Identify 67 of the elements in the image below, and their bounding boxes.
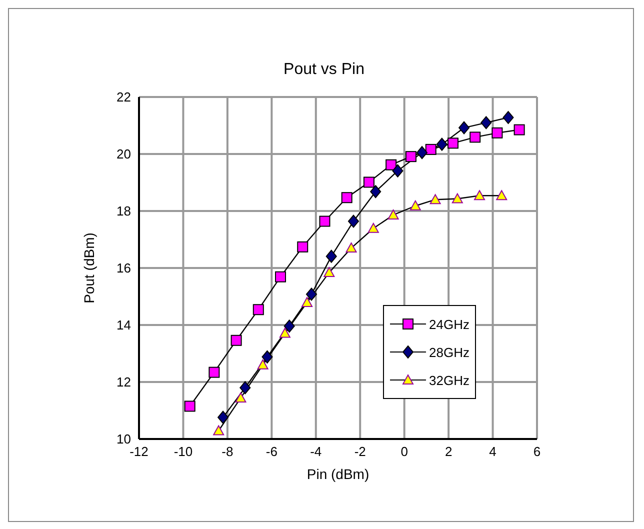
point (492, 127, 503, 138)
x-tick-label: -6 (266, 444, 278, 460)
point (284, 320, 295, 333)
y-axis-title: Pout (dBm) (80, 232, 97, 304)
legend-label: 32GHz (429, 372, 470, 388)
point (502, 111, 514, 124)
point (218, 410, 229, 424)
point (279, 328, 290, 338)
chart-title: Pout vs Pin (282, 61, 366, 79)
point (262, 350, 273, 364)
point (388, 209, 399, 220)
point (480, 116, 492, 130)
x-tick-label: 6 (533, 444, 541, 460)
x-tick-label: 0 (400, 444, 408, 460)
point (275, 271, 286, 282)
point (470, 132, 481, 143)
point (184, 400, 196, 412)
point (319, 216, 330, 227)
point (297, 241, 308, 252)
x-tick-label: -8 (222, 444, 234, 460)
point (458, 121, 470, 134)
point (341, 192, 352, 204)
y-tick-label: 22 (116, 90, 131, 105)
y-tick-label: 14 (116, 318, 131, 333)
point (436, 138, 448, 151)
point (368, 222, 379, 233)
y-tick-label: 10 (116, 432, 131, 447)
point (208, 366, 220, 378)
point (302, 296, 313, 307)
point (452, 193, 463, 204)
point (235, 392, 246, 402)
point (230, 334, 242, 346)
x-tick-label: 4 (489, 444, 496, 460)
point (257, 359, 268, 370)
x-tick-label: -2 (354, 444, 366, 460)
point (425, 144, 436, 155)
x-tick-label: -12 (130, 444, 148, 460)
point (416, 146, 428, 160)
point (346, 242, 357, 253)
point (363, 176, 374, 188)
point (474, 190, 486, 200)
y-tick-label: 16 (116, 260, 131, 276)
y-tick-label: 12 (116, 374, 131, 390)
point (386, 159, 397, 170)
y-tick-label: 18 (116, 204, 131, 219)
x-tick-label: -10 (174, 444, 193, 460)
point (326, 250, 337, 263)
point (496, 190, 508, 200)
legend-label: 28GHz (429, 344, 470, 360)
point (348, 214, 359, 228)
point (392, 164, 404, 178)
y-tick-label: 20 (116, 146, 131, 162)
point (213, 425, 224, 436)
point (324, 267, 335, 278)
point (430, 194, 441, 204)
point (240, 381, 251, 394)
point (514, 124, 525, 136)
point (405, 151, 416, 162)
legend-label: 24GHz (429, 316, 470, 332)
point (370, 185, 382, 198)
x-tick-label: 2 (444, 444, 452, 460)
point (252, 304, 264, 316)
x-axis-title: Pin (dBm) (306, 466, 370, 482)
x-tick-label: -4 (310, 444, 322, 460)
point (410, 200, 421, 210)
point (447, 138, 458, 149)
point (306, 288, 317, 301)
